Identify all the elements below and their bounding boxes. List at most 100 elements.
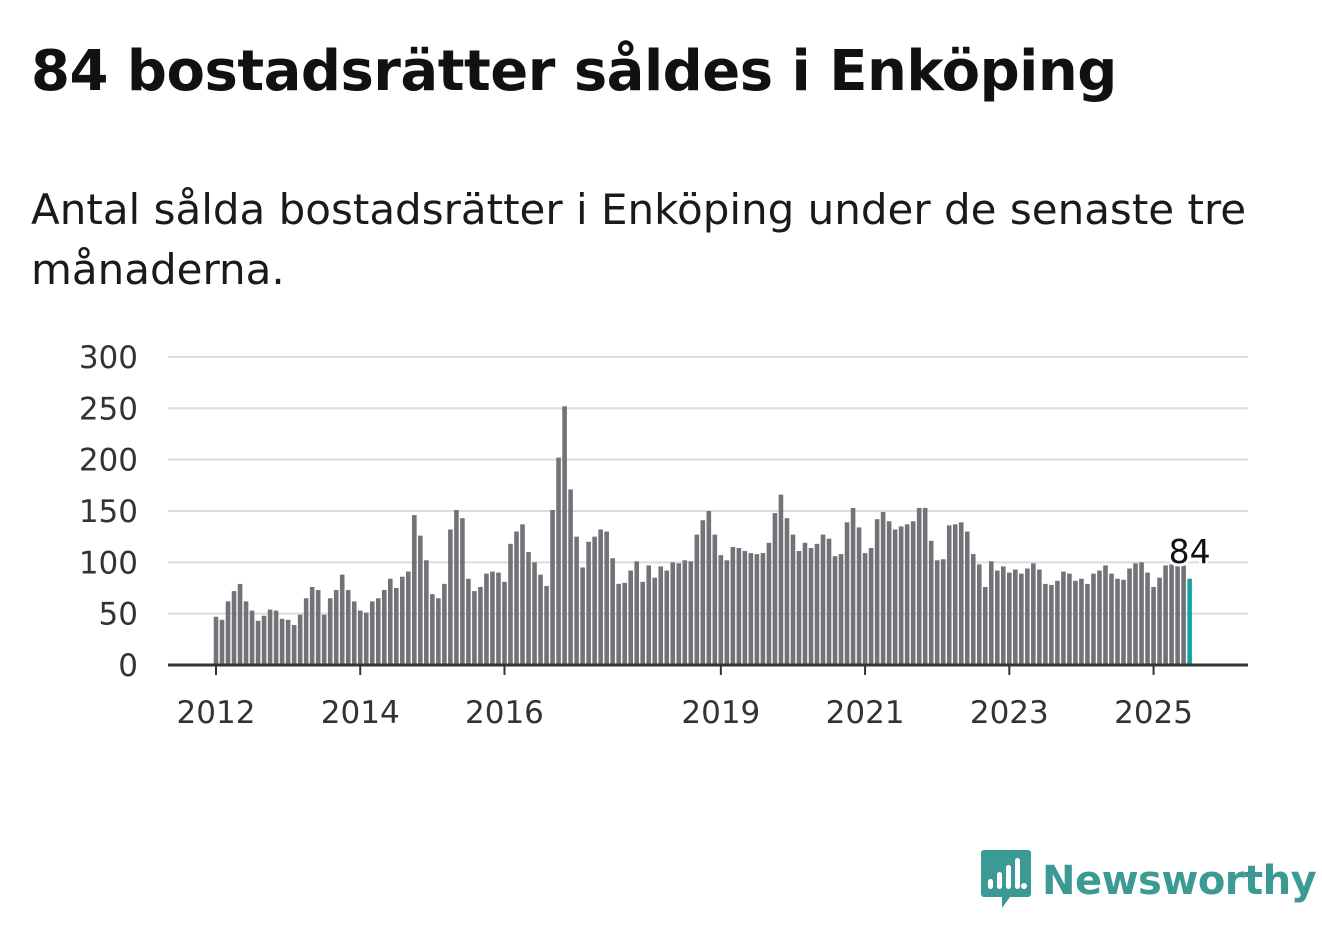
bar xyxy=(387,578,393,665)
bar xyxy=(430,594,435,665)
bar xyxy=(658,566,664,665)
bars xyxy=(213,406,1192,665)
bar xyxy=(736,547,742,665)
bar xyxy=(898,526,904,665)
bar xyxy=(976,564,982,665)
bar xyxy=(1049,584,1054,665)
y-tick-label: 100 xyxy=(79,545,138,581)
bar xyxy=(838,554,844,665)
bar xyxy=(790,534,796,665)
bar xyxy=(219,619,225,665)
bar xyxy=(922,507,928,665)
newsworthy-logo: Newsworthy xyxy=(980,848,1317,914)
bar xyxy=(454,509,459,665)
bar xyxy=(418,535,423,665)
bar xyxy=(886,521,892,665)
bar xyxy=(796,551,802,665)
bar xyxy=(526,552,531,665)
x-tick-label: 2012 xyxy=(177,695,256,731)
bar xyxy=(706,511,712,665)
bar xyxy=(880,512,886,665)
bar xyxy=(406,571,411,665)
bar xyxy=(1037,569,1042,665)
bar xyxy=(478,586,483,665)
bar xyxy=(249,610,255,665)
bar xyxy=(995,570,1000,665)
bar xyxy=(1085,583,1090,665)
bar xyxy=(604,531,609,665)
bar xyxy=(862,553,868,665)
bar xyxy=(616,583,621,665)
bar xyxy=(844,522,850,665)
bar xyxy=(1109,573,1114,665)
bar xyxy=(670,562,676,665)
bar xyxy=(640,581,646,665)
bar xyxy=(520,524,525,665)
bar xyxy=(303,598,309,665)
bar xyxy=(772,513,778,665)
bar xyxy=(1115,578,1120,665)
bar xyxy=(988,561,994,665)
bar xyxy=(273,610,279,665)
bar xyxy=(1007,572,1012,665)
bar xyxy=(1145,572,1150,665)
bar xyxy=(742,551,748,665)
highlight-value-label: 84 xyxy=(1169,532,1211,571)
bar xyxy=(646,565,652,665)
x-tick-label: 2021 xyxy=(826,695,905,731)
bar xyxy=(381,590,387,665)
bar xyxy=(243,601,249,665)
bar xyxy=(826,538,832,665)
bar xyxy=(1121,579,1126,665)
bar xyxy=(400,576,405,665)
x-tick-label: 2023 xyxy=(970,695,1049,731)
bar xyxy=(327,598,333,665)
bar xyxy=(928,540,934,665)
bar xyxy=(466,578,471,665)
bar xyxy=(718,555,724,665)
bar xyxy=(550,509,555,665)
bar xyxy=(297,614,303,665)
bar xyxy=(940,559,946,665)
bar xyxy=(436,598,441,665)
bar xyxy=(424,560,429,665)
bar xyxy=(460,518,465,665)
bar xyxy=(345,590,351,665)
bar xyxy=(1103,565,1108,665)
bar xyxy=(904,524,910,665)
bar xyxy=(808,547,814,665)
bar xyxy=(634,561,639,665)
bar xyxy=(394,588,399,665)
bar xyxy=(351,601,357,665)
bar xyxy=(279,618,285,665)
bar xyxy=(213,616,219,665)
bar xyxy=(592,536,597,665)
bar xyxy=(754,554,760,665)
bar xyxy=(688,561,694,665)
newsworthy-chart-icon xyxy=(980,848,1032,914)
bar xyxy=(1079,578,1084,665)
bar xyxy=(934,560,940,665)
bar xyxy=(982,586,988,665)
bar xyxy=(586,541,591,665)
bar xyxy=(868,547,874,665)
bar xyxy=(496,572,501,665)
bar xyxy=(748,553,754,665)
x-tick-label: 2025 xyxy=(1114,695,1193,731)
y-tick-label: 200 xyxy=(79,443,138,479)
bar xyxy=(760,553,766,665)
bar xyxy=(724,560,730,665)
bar xyxy=(610,558,615,665)
bar xyxy=(622,582,627,665)
bar xyxy=(892,529,898,665)
bar xyxy=(412,515,417,665)
y-tick-label: 0 xyxy=(118,648,138,684)
bar xyxy=(1169,564,1174,665)
bar xyxy=(556,457,561,665)
bar xyxy=(472,591,477,665)
bar xyxy=(321,614,327,665)
bar xyxy=(261,615,267,665)
bar xyxy=(1133,563,1138,665)
bar xyxy=(1097,570,1102,665)
